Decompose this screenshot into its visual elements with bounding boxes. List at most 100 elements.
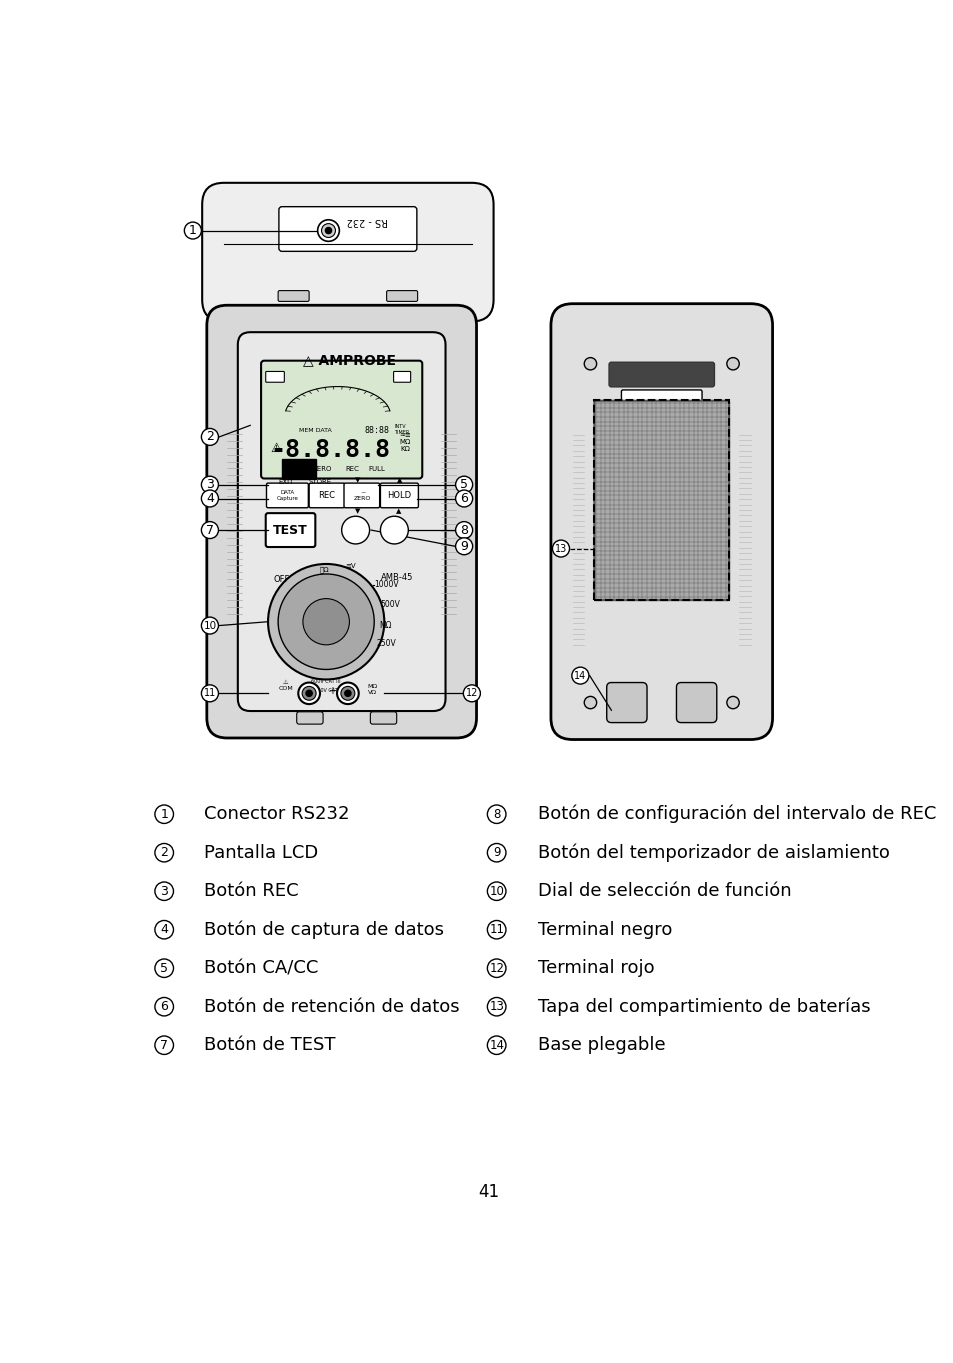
FancyBboxPatch shape [386,290,417,301]
Text: 1000V: 1000V [374,581,398,589]
Circle shape [487,806,505,823]
Text: 4: 4 [206,492,213,506]
Text: ZERO: ZERO [312,466,332,472]
Circle shape [487,960,505,977]
FancyBboxPatch shape [550,304,772,740]
Circle shape [456,476,472,493]
Text: HOLD: HOLD [387,491,411,500]
Circle shape [552,540,569,557]
Circle shape [201,522,218,538]
Text: Botón de captura de datos: Botón de captura de datos [204,920,444,939]
Text: Dial de selección de función: Dial de selección de función [537,882,791,900]
Circle shape [154,960,173,977]
Circle shape [278,574,374,669]
Text: ▼: ▼ [355,477,359,483]
Text: MΩ
VΩ: MΩ VΩ [367,684,377,695]
FancyBboxPatch shape [394,372,410,382]
Text: 11: 11 [204,688,215,698]
Circle shape [317,219,339,241]
FancyBboxPatch shape [278,290,309,301]
Circle shape [302,687,315,701]
Text: 250V: 250V [376,639,395,647]
Text: 3: 3 [160,885,168,898]
Circle shape [336,683,358,705]
Circle shape [456,491,472,507]
Text: 4: 4 [160,923,168,936]
Text: ~
ZERO: ~ ZERO [354,491,371,500]
Circle shape [726,357,739,369]
FancyBboxPatch shape [266,512,315,547]
Circle shape [201,476,218,493]
FancyBboxPatch shape [296,711,323,724]
Circle shape [201,617,218,634]
Text: ⚠: ⚠ [270,442,281,455]
Circle shape [201,491,218,507]
FancyBboxPatch shape [676,683,716,722]
Text: AMB-45: AMB-45 [381,572,414,582]
Circle shape [341,517,369,544]
Circle shape [154,998,173,1015]
Text: 6: 6 [459,492,468,506]
Text: Pantalla LCD: Pantalla LCD [204,844,318,861]
FancyBboxPatch shape [207,305,476,737]
Circle shape [380,517,408,544]
Text: -8.8.8.8: -8.8.8.8 [270,438,390,462]
Text: 2: 2 [160,846,168,859]
Text: 88:88: 88:88 [365,427,390,435]
Text: 12: 12 [465,688,477,698]
Text: 5: 5 [160,962,168,975]
Circle shape [456,522,472,538]
Circle shape [487,882,505,901]
Text: REC: REC [318,491,335,500]
Text: EXIT: EXIT [278,478,294,485]
Text: Terminal negro: Terminal negro [537,921,672,939]
FancyBboxPatch shape [620,390,701,413]
Text: 8: 8 [459,523,468,537]
Text: DATA
Capture: DATA Capture [276,491,298,500]
Text: 2: 2 [206,431,213,443]
FancyBboxPatch shape [202,183,493,322]
Circle shape [340,687,355,701]
Circle shape [726,696,739,709]
Text: HOLD: HOLD [289,466,309,472]
Circle shape [298,683,319,705]
Text: 11: 11 [489,923,503,936]
Text: REC
INTV: REC INTV [388,525,400,536]
Circle shape [303,598,349,645]
Text: 5: 5 [459,478,468,491]
Text: MEM DATA: MEM DATA [298,428,332,433]
Text: FULL: FULL [369,466,385,472]
Text: Botón REC: Botón REC [204,882,299,900]
Text: 600V CAT III: 600V CAT III [311,679,340,684]
Text: 3: 3 [206,478,213,491]
Text: 10: 10 [489,885,503,898]
Text: 9: 9 [493,846,500,859]
Text: ≈≡
MΩ
KΩ: ≈≡ MΩ KΩ [399,432,411,453]
Circle shape [463,684,480,702]
Text: 7: 7 [206,523,213,537]
Circle shape [201,428,218,446]
Text: Base plegable: Base plegable [537,1036,664,1054]
Text: TEST: TEST [273,523,308,537]
Text: 7: 7 [160,1039,168,1052]
Text: 14: 14 [574,671,586,680]
Text: △ AMPROBE: △ AMPROBE [303,353,395,367]
FancyBboxPatch shape [370,711,396,724]
FancyBboxPatch shape [380,483,418,508]
Circle shape [456,538,472,555]
Circle shape [154,844,173,861]
Circle shape [487,920,505,939]
Text: 12: 12 [489,962,503,975]
Text: ▲: ▲ [395,508,401,514]
Text: 9: 9 [459,540,468,553]
FancyBboxPatch shape [266,372,284,382]
Text: Terminal rojo: Terminal rojo [537,960,654,977]
Text: 41: 41 [477,1183,499,1201]
FancyBboxPatch shape [278,207,416,251]
Circle shape [184,222,201,239]
Circle shape [583,357,596,369]
Text: Botón CA/CC: Botón CA/CC [204,960,318,977]
FancyBboxPatch shape [606,683,646,722]
Circle shape [571,667,588,684]
Text: 10: 10 [203,620,216,631]
